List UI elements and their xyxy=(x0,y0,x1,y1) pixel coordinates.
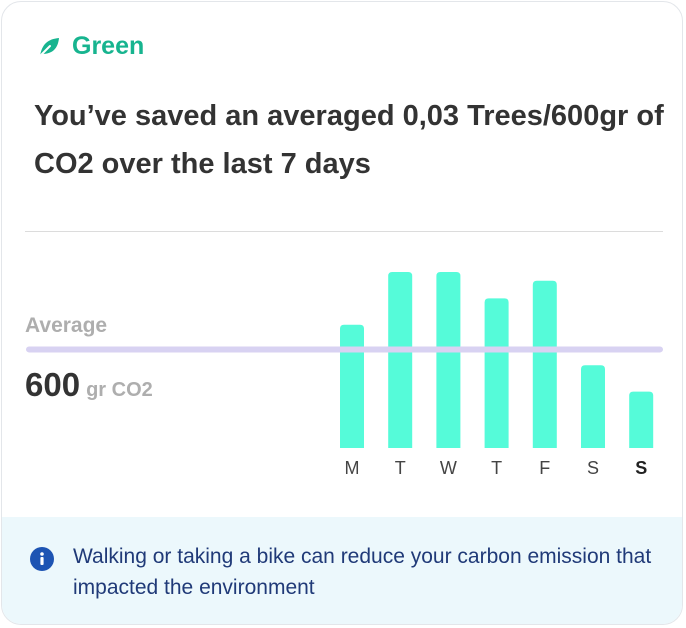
chart-bar xyxy=(340,324,364,448)
x-tick-label: W xyxy=(440,458,457,478)
info-icon xyxy=(30,547,54,571)
brand-label: Green xyxy=(72,32,145,60)
x-tick-label: S xyxy=(635,458,647,478)
divider xyxy=(25,231,663,232)
chart-bar xyxy=(581,365,605,448)
savings-headline: You’ve saved an averaged 0,03 Trees/600g… xyxy=(34,100,664,180)
average-value: 600 gr CO2 xyxy=(25,366,153,404)
chart-bar xyxy=(436,272,461,448)
info-text: Walking or taking a bike can reduce your… xyxy=(73,545,652,599)
average-number: 600 xyxy=(25,366,81,403)
x-tick-label: T xyxy=(395,458,406,478)
x-tick-label: M xyxy=(345,458,360,478)
x-tick-label: T xyxy=(491,458,502,478)
average-label: Average xyxy=(25,314,108,337)
average-unit: gr CO2 xyxy=(86,379,153,401)
chart-bar xyxy=(388,272,413,448)
chart-bar xyxy=(629,391,654,448)
info-banner: Walking or taking a bike can reduce your… xyxy=(2,517,682,624)
chart-bar xyxy=(532,280,557,448)
x-tick-label: S xyxy=(587,458,599,478)
leaf-icon xyxy=(39,37,59,57)
x-tick-label: F xyxy=(539,458,550,478)
brand-header: Green xyxy=(38,32,144,61)
chart-bar xyxy=(484,298,509,448)
